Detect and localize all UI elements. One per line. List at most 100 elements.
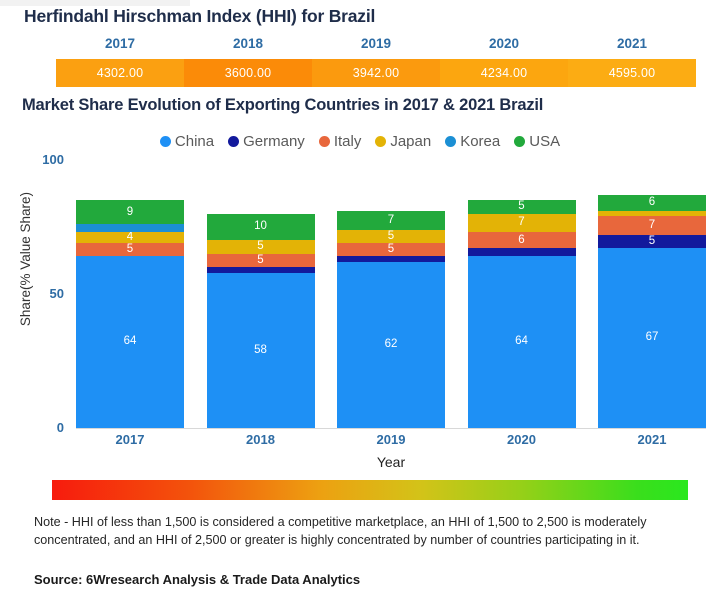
hhi-value-segment: 4302.00 [56,59,184,87]
hhi-value-text: 4302.00 [96,66,144,80]
bar-segment-value-label: 6 [518,233,525,246]
bar-segment-value-label: 7 [648,218,656,231]
y-axis-ticks: 0 50 100 [18,152,64,460]
y-axis-tick-label: 0 [56,420,64,435]
legend-item-china[interactable]: China [159,133,214,150]
bar-segment-china[interactable]: 62 [337,261,445,428]
bar-segment-italy[interactable]: 5 [76,243,184,257]
bar-segment-usa[interactable]: 9 [76,200,184,225]
plot-area: 0 50 100 64 5 4 9 58 5 5 10 62 5 5 7 64 6 7 5 67 5 7 6 2017 20… [0,152,720,470]
x-axis-tick-label: 2020 [507,432,536,447]
bar-column[interactable]: 64 6 7 5 [467,160,576,428]
bar-segment-usa[interactable]: 7 [337,210,445,230]
hhi-year-label: 2021 [616,36,648,51]
legend-item-germany[interactable]: Germany [228,133,305,150]
bar-segment-japan[interactable]: 5 [206,240,315,254]
x-axis-title: Year [376,454,406,470]
bar-segment-usa[interactable]: 10 [206,213,315,241]
note-text: Note - HHI of less than 1,500 is conside… [34,515,647,547]
legend-item-italy[interactable]: Italy [318,133,362,150]
bar-segment-china[interactable]: 64 [76,256,184,428]
bar-segment-value-label: 5 [387,243,395,256]
bar-segment-japan[interactable] [598,210,706,217]
hhi-value-segment: 4234.00 [440,59,568,87]
bar-segment-china[interactable]: 64 [467,256,576,428]
hhi-value-segment: 3600.00 [184,59,312,87]
hhi-section-title: Herfindahl Hirschman Index (HHI) for Bra… [24,6,376,26]
legend-item-label: Italy [333,133,362,150]
stacked-bar: 67 5 7 6 [598,194,706,428]
concentration-gradient-bar [52,480,688,500]
x-axis-tick-labels: 2017 2018 2019 2020 2021 [76,432,706,447]
bar-column[interactable]: 67 5 7 6 [598,160,706,428]
hhi-year-label: 2020 [488,36,520,51]
bar-column[interactable]: 62 5 5 7 [337,160,445,428]
y-axis-tick-label: 50 [49,286,64,301]
x-axis-tick-label: 2021 [637,432,667,447]
bar-segment-value-label: 5 [257,253,264,266]
legend-item-label: Korea [460,133,501,150]
top-accent-strip [0,0,190,6]
bar-segment-japan[interactable]: 4 [76,230,184,244]
stacked-bar: 58 5 5 10 [206,213,315,428]
bar-segment-china[interactable]: 58 [206,272,315,428]
bar-segment-value-label: 4 [126,230,134,243]
bar-segment-japan[interactable]: 5 [337,229,445,244]
bar-segment-value-label: 64 [515,335,528,348]
bar-segment-value-label: 7 [518,216,525,229]
bar-segment-value-label: 6 [648,196,656,209]
hhi-value-text: 4234.00 [480,66,528,80]
stacked-bar: 64 5 4 9 [76,200,184,428]
x-axis-tick-label: 2018 [246,432,275,447]
hhi-value-segment: 4595.00 [568,59,696,87]
legend-marker-icon [514,136,526,147]
legend-item-label: USA [529,133,561,150]
y-axis-title: Share(% Value Share) [18,192,33,327]
bar-column[interactable]: 64 5 4 9 [76,160,184,428]
hhi-year-label: 2018 [232,36,264,51]
hhi-year-header-row: 2017 2018 2019 2020 2021 [56,36,696,51]
bar-segment-germany[interactable] [337,256,445,262]
bar-segment-value-label: 5 [126,243,134,256]
hhi-year-label: 2019 [360,36,392,51]
chart-title: Market Share Evolution of Exporting Coun… [22,96,544,114]
bar-segment-germany[interactable] [467,248,576,257]
bar-segment-value-label: 64 [123,335,137,348]
bar-segment-value-label: 5 [257,240,264,253]
legend-marker-icon [375,136,387,147]
bar-segment-value-label: 67 [645,331,659,344]
legend-marker-icon [318,136,330,147]
bar-segment-china[interactable]: 67 [598,248,706,428]
bar-column[interactable]: 58 5 5 10 [206,160,315,428]
bar-segment-usa[interactable]: 6 [598,194,706,211]
bar-segment-korea[interactable] [76,224,184,233]
legend-item-label: Germany [243,133,305,150]
hhi-value-text: 3600.00 [224,66,272,80]
bar-segment-germany[interactable] [206,267,315,273]
bar-segment-italy[interactable]: 7 [598,216,706,236]
bar-segment-italy[interactable]: 5 [206,253,315,268]
bar-segment-germany[interactable]: 5 [598,235,706,249]
hhi-year-label: 2017 [104,36,136,51]
x-axis-tick-label: 2019 [376,432,406,447]
source-text: Source: 6Wresearch Analysis & Trade Data… [34,572,361,587]
legend-item-usa[interactable]: USA [514,133,560,150]
x-axis-tick-label: 2017 [115,432,145,447]
legend-item-korea[interactable]: Korea [445,133,500,150]
hhi-value-text: 3942.00 [352,66,400,80]
bar-segment-value-label: 5 [387,229,395,242]
hhi-value-text: 4595.00 [608,66,656,80]
legend-item-label: Japan [390,133,432,150]
stacked-bar: 64 6 7 5 [467,200,576,428]
legend-item-japan[interactable]: Japan [375,133,431,150]
bar-segment-value-label: 5 [518,200,525,213]
y-axis-tick-label: 100 [42,152,64,167]
x-axis-line [76,428,706,429]
bar-segment-japan[interactable]: 7 [467,213,576,233]
stacked-bar-group: 64 5 4 9 58 5 5 10 62 5 5 7 64 6 7 5 67 5 7 6 [76,160,706,428]
bar-segment-value-label: 9 [126,205,134,218]
bar-segment-italy[interactable]: 5 [337,243,445,257]
bar-segment-usa[interactable]: 5 [467,200,576,214]
bar-segment-value-label: 58 [254,343,267,356]
bar-segment-italy[interactable]: 6 [467,232,576,249]
